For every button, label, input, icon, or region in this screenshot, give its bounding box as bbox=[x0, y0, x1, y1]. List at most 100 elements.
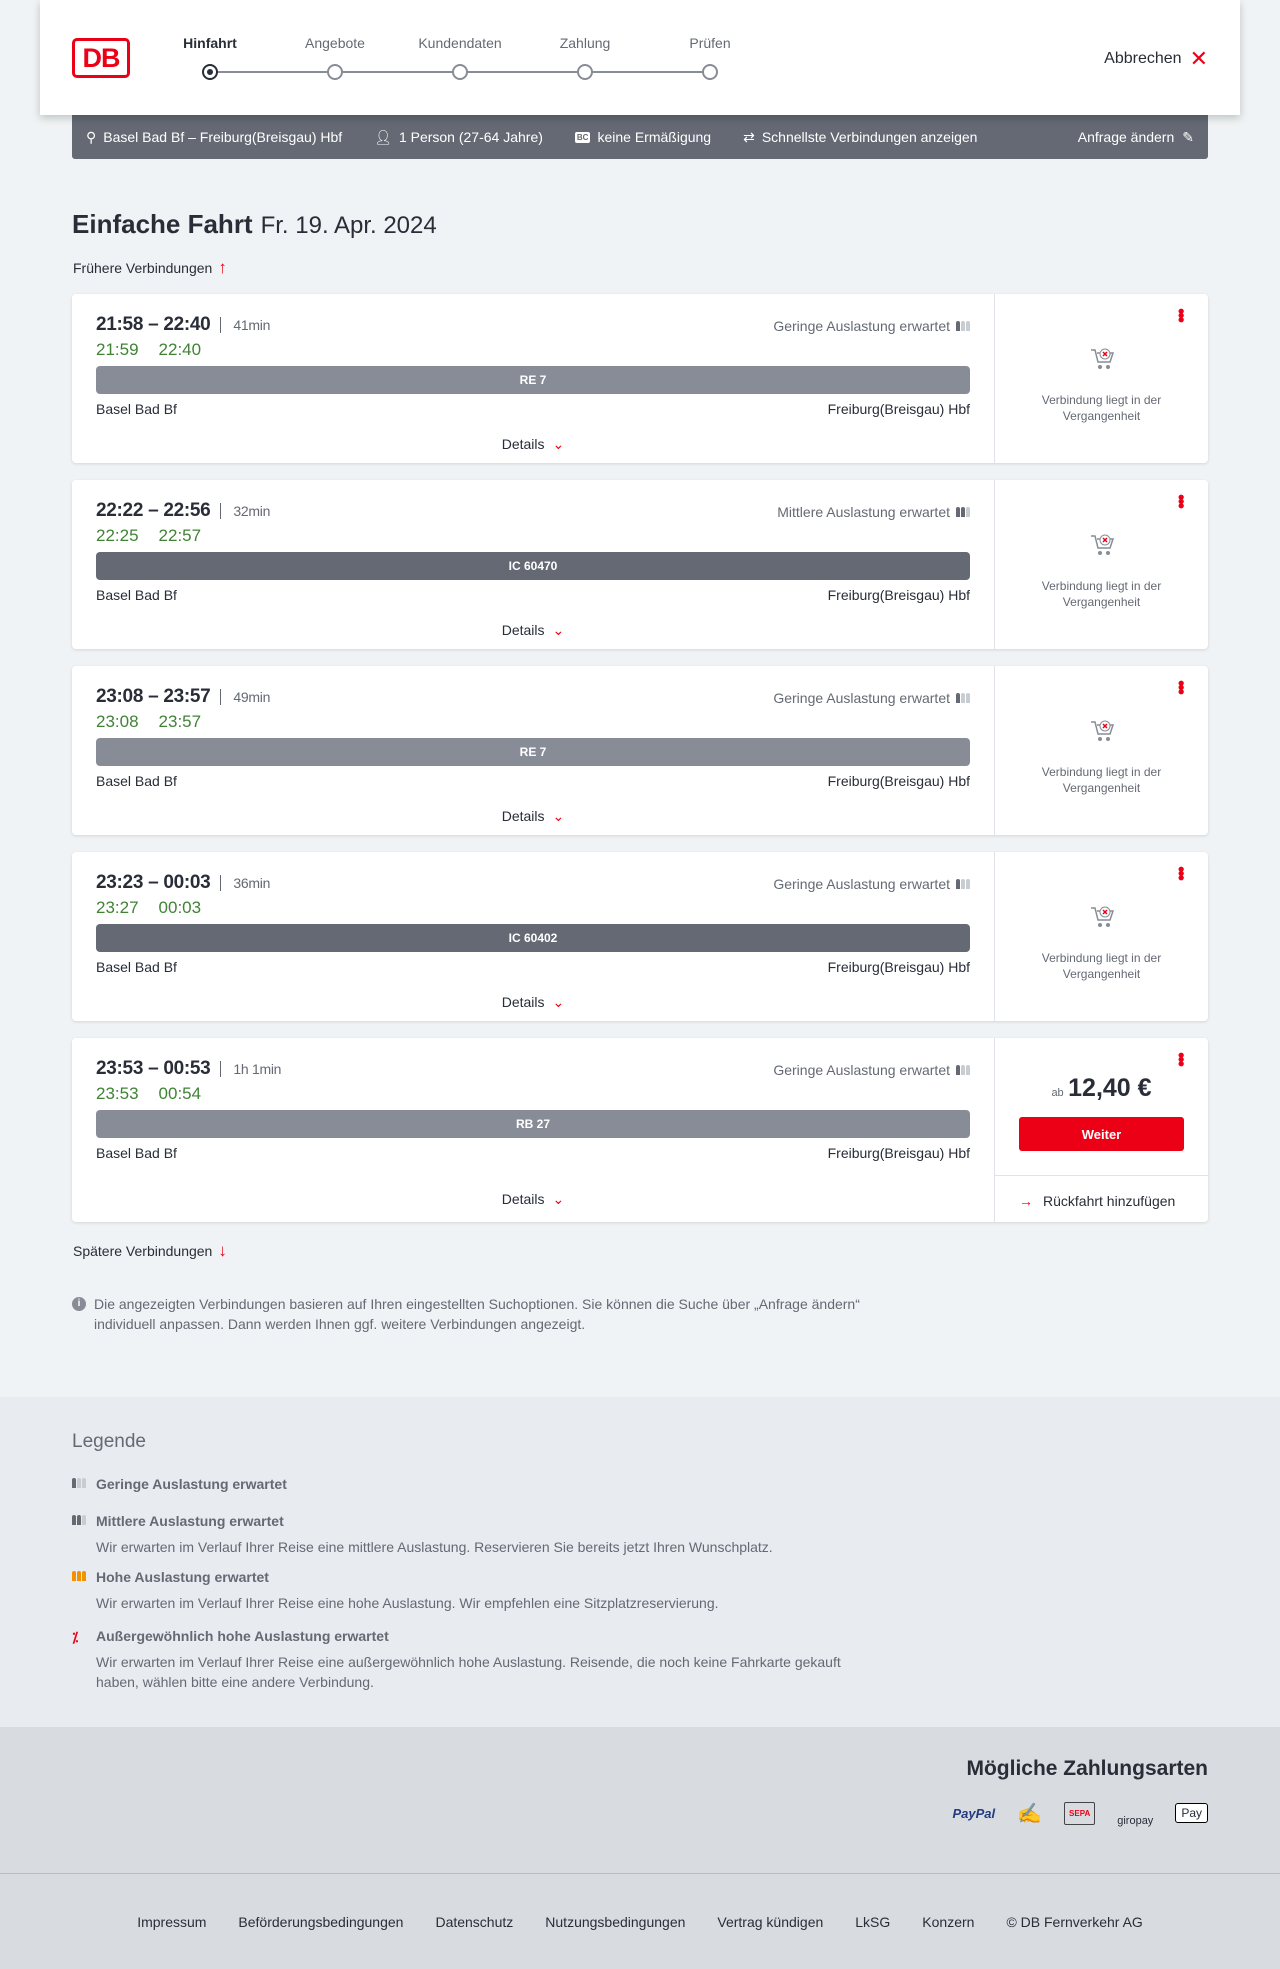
legend-item: ⁒ Außergewöhnlich hohe Auslastung erwarte… bbox=[72, 1628, 872, 1692]
offer-panel: ••• ab 12,40 € Weiter → Rückfahrt hinzufü… bbox=[994, 1038, 1208, 1222]
db-logo[interactable]: DB bbox=[72, 38, 130, 78]
footer-link[interactable]: LkSG bbox=[855, 1913, 891, 1930]
footer-link[interactable]: Impressum bbox=[137, 1913, 207, 1930]
more-options-button[interactable]: ••• bbox=[1171, 680, 1191, 693]
duration: 41min bbox=[220, 317, 270, 333]
page-title: Einfache Fahrt Fr. 19. Apr. 2024 bbox=[72, 209, 437, 240]
destination-station: Freiburg(Breisgau) Hbf bbox=[827, 587, 970, 603]
edit-request-button[interactable]: Anfrage ändern ✎ bbox=[1078, 129, 1194, 146]
footer-link[interactable]: Datenschutz bbox=[435, 1913, 514, 1930]
exceptional-occupancy-icon: ⁒ bbox=[72, 1629, 79, 1645]
occupancy: Geringe Auslastung erwartet bbox=[773, 876, 970, 892]
train-bar[interactable]: RE 7 bbox=[96, 738, 970, 766]
route-summary: ⚲ Basel Bad Bf – Freiburg(Breisgau) Hbf bbox=[86, 129, 342, 146]
details-toggle[interactable]: Details ⌄ bbox=[502, 622, 565, 639]
planned-time: 22:22 – 22:56 bbox=[96, 500, 211, 521]
realtime-departure: 23:08 bbox=[96, 712, 139, 731]
connection-card[interactable]: 22:22 – 22:56 32min 22:25 22:57 Mittlere A… bbox=[72, 480, 1208, 649]
realtime-departure: 22:25 bbox=[96, 526, 139, 545]
step-label: Hinfahrt bbox=[183, 35, 237, 51]
more-options-button[interactable]: ••• bbox=[1171, 308, 1191, 321]
past-connection-notice: Verbindung liegt in der Vergangenheit bbox=[1041, 765, 1162, 795]
price-value: 12,40 € bbox=[1068, 1074, 1152, 1102]
arrow-down-icon: ↓ bbox=[218, 1241, 227, 1260]
direct-debit-icon: ✍ bbox=[1017, 1802, 1043, 1825]
cancel-button[interactable]: Abbrechen ✕ bbox=[1104, 48, 1208, 70]
payment-title: Mögliche Zahlungsarten bbox=[966, 1757, 1208, 1780]
step-dot[interactable] bbox=[327, 64, 343, 80]
later-connections-link[interactable]: Spätere Verbindungen ↓ bbox=[73, 1241, 227, 1261]
cart-unavailable-icon bbox=[1091, 720, 1115, 741]
footer-link[interactable]: © DB Fernverkehr AG bbox=[1006, 1913, 1143, 1930]
realtime-arrival: 22:57 bbox=[158, 526, 202, 545]
footer: Impressum Beförderungsbedingungen Datensch… bbox=[0, 1873, 1280, 1969]
details-toggle[interactable]: Details ⌄ bbox=[502, 436, 565, 453]
more-options-button[interactable]: ••• bbox=[1171, 866, 1191, 879]
train-bar[interactable]: IC 60402 bbox=[96, 924, 970, 952]
occupancy: Geringe Auslastung erwartet bbox=[773, 1062, 970, 1078]
planned-times: 21:58 – 22:40 41min bbox=[96, 314, 270, 336]
realtime-arrival: 23:57 bbox=[158, 712, 202, 731]
realtime-departure: 23:53 bbox=[96, 1084, 139, 1103]
origin-station: Basel Bad Bf bbox=[96, 1145, 177, 1161]
payment-section: Mögliche Zahlungsarten PayPal ✍ SEPA gir… bbox=[0, 1727, 1280, 1873]
planned-times: 23:08 – 23:57 49min bbox=[96, 686, 270, 708]
offer-panel: ••• Verbindung liegt in der Vergangenheit bbox=[994, 294, 1208, 463]
occupancy-label: Geringe Auslastung erwartet bbox=[773, 690, 950, 706]
connection-card[interactable]: 21:58 – 22:40 41min 21:59 22:40 Geringe Au… bbox=[72, 294, 1208, 463]
step-label: Kundendaten bbox=[418, 35, 502, 51]
connection-card[interactable]: 23:23 – 00:03 36min 23:27 00:03 Geringe Au… bbox=[72, 852, 1208, 1021]
cart-unavailable-icon bbox=[1091, 348, 1115, 369]
occupancy-icon bbox=[956, 879, 970, 889]
origin-station: Basel Bad Bf bbox=[96, 587, 177, 603]
arrow-right-icon: → bbox=[1019, 1193, 1033, 1209]
connection-card[interactable]: 23:53 – 00:53 1h 1min 23:53 00:54 Geringe … bbox=[72, 1038, 1208, 1222]
past-connection-notice: Verbindung liegt in der Vergangenheit bbox=[1041, 951, 1162, 981]
details-label: Details bbox=[501, 1191, 545, 1207]
header: DB Hinfahrt Angebote Kundendaten Zahlung Prü… bbox=[40, 0, 1240, 115]
duration: 1h 1min bbox=[220, 1061, 281, 1077]
step-dot[interactable] bbox=[452, 64, 468, 80]
footer-link[interactable]: Nutzungsbedingungen bbox=[545, 1913, 686, 1930]
connection-card[interactable]: 23:08 – 23:57 49min 23:08 23:57 Geringe Au… bbox=[72, 666, 1208, 835]
planned-times: 23:53 – 00:53 1h 1min bbox=[96, 1058, 281, 1080]
step-dot[interactable] bbox=[202, 64, 218, 80]
paypal-icon: PayPal bbox=[952, 1805, 996, 1821]
realtime-arrival: 22:40 bbox=[158, 340, 202, 359]
destination-station: Freiburg(Breisgau) Hbf bbox=[827, 773, 970, 789]
details-toggle[interactable]: Details ⌄ bbox=[502, 994, 565, 1011]
occupancy-icon bbox=[956, 1065, 970, 1075]
add-return-label: Rückfahrt hinzufügen bbox=[1043, 1193, 1176, 1209]
footer-link[interactable]: Vertrag kündigen bbox=[717, 1913, 824, 1930]
footer-link[interactable]: Konzern bbox=[922, 1913, 975, 1930]
offer-panel: ••• Verbindung liegt in der Vergangenheit bbox=[994, 666, 1208, 835]
train-bar[interactable]: IC 60470 bbox=[96, 552, 970, 580]
info-note: i Die angezeigten Verbindungen basieren a… bbox=[72, 1294, 872, 1334]
realtime-arrival: 00:03 bbox=[158, 898, 202, 917]
swap-arrows-icon: ⇄ bbox=[743, 128, 755, 145]
step-label: Angebote bbox=[305, 35, 365, 51]
train-bar[interactable]: RE 7 bbox=[96, 366, 970, 394]
add-return-trip-button[interactable]: → Rückfahrt hinzufügen bbox=[1019, 1193, 1175, 1209]
duration: 32min bbox=[220, 503, 270, 519]
continue-button[interactable]: Weiter bbox=[1019, 1117, 1184, 1151]
footer-link[interactable]: Beförderungsbedingungen bbox=[238, 1913, 404, 1930]
past-connection-notice: Verbindung liegt in der Vergangenheit bbox=[1041, 579, 1162, 609]
more-options-button[interactable]: ••• bbox=[1171, 1052, 1191, 1065]
chevron-down-icon: ⌄ bbox=[552, 808, 565, 824]
more-options-button[interactable]: ••• bbox=[1171, 494, 1191, 507]
trip-type: Einfache Fahrt bbox=[72, 209, 253, 239]
occupancy-icon bbox=[956, 693, 970, 703]
occupancy-icon bbox=[72, 1571, 86, 1581]
details-toggle[interactable]: Details ⌄ bbox=[502, 1191, 565, 1208]
chevron-down-icon: ⌄ bbox=[552, 622, 565, 638]
step-dot[interactable] bbox=[577, 64, 593, 80]
details-toggle[interactable]: Details ⌄ bbox=[502, 808, 565, 825]
details-label: Details bbox=[501, 994, 545, 1010]
step-dot[interactable] bbox=[702, 64, 718, 80]
earlier-label: Frühere Verbindungen bbox=[73, 260, 213, 276]
earlier-connections-link[interactable]: Frühere Verbindungen ↑ bbox=[73, 258, 227, 278]
details-label: Details bbox=[501, 436, 545, 452]
origin-station: Basel Bad Bf bbox=[96, 773, 177, 789]
train-bar[interactable]: RB 27 bbox=[96, 1110, 970, 1138]
